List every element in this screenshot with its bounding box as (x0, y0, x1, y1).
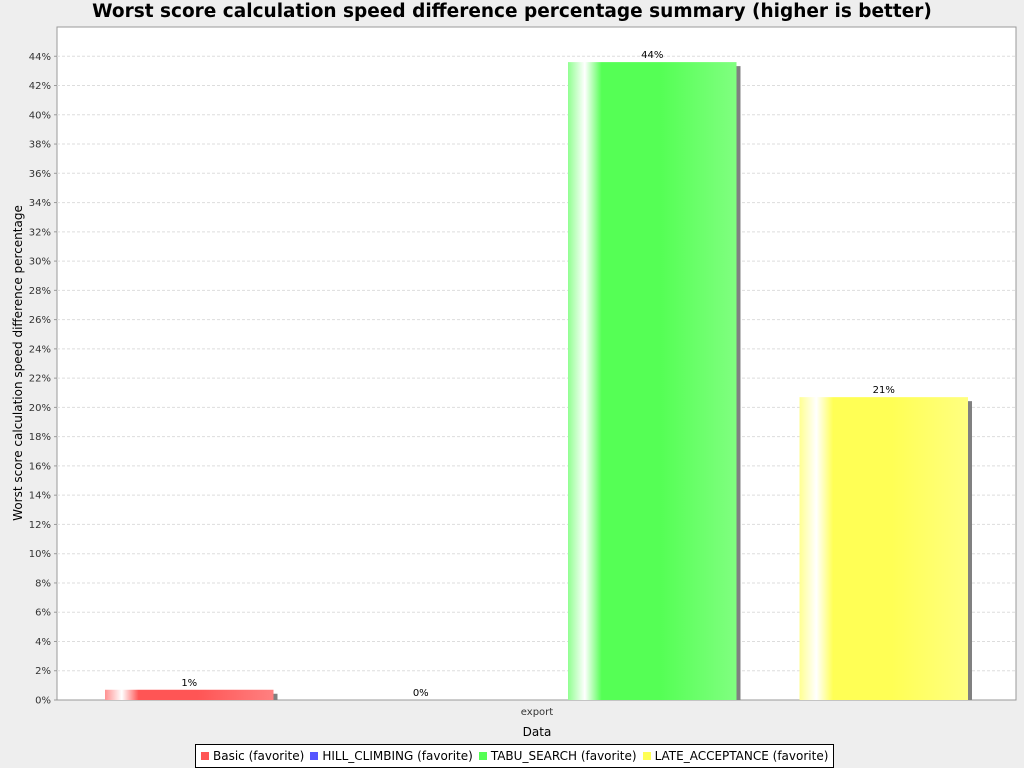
y-tick-label: 38% (29, 140, 51, 151)
bar-value-label: 1% (181, 678, 197, 689)
y-tick-label: 20% (29, 403, 51, 414)
legend-swatch (642, 752, 651, 760)
y-tick-label: 18% (29, 432, 51, 443)
legend-swatch (478, 752, 487, 760)
legend-label: Basic (favorite) (213, 749, 305, 763)
y-tick-label: 32% (29, 227, 51, 238)
y-tick-label: 24% (29, 344, 51, 355)
legend-item: TABU_SEARCH (favorite) (478, 749, 637, 763)
y-tick-label: 8% (35, 578, 51, 589)
y-tick-label: 42% (29, 81, 51, 92)
y-tick-label: 26% (29, 315, 51, 326)
legend-label: LATE_ACCEPTANCE (favorite) (654, 749, 829, 763)
y-tick-label: 0% (35, 696, 51, 707)
y-tick-label: 34% (29, 198, 51, 209)
y-tick-label: 36% (29, 169, 51, 180)
bar-value-label: 0% (413, 688, 429, 699)
y-axis-title: Worst score calculation speed difference… (11, 205, 25, 521)
y-tick-label: 14% (29, 491, 51, 502)
bar-value-label: 21% (873, 385, 895, 396)
legend-swatch (201, 752, 209, 760)
x-tick-label: export (521, 707, 553, 718)
y-tick-label: 4% (35, 637, 51, 648)
legend-item: HILL_CLIMBING (favorite) (310, 749, 473, 763)
legend-swatch (310, 752, 319, 760)
bar (568, 62, 737, 701)
y-tick-label: 10% (29, 549, 51, 560)
y-tick-label: 2% (35, 666, 51, 677)
legend-label: TABU_SEARCH (favorite) (490, 749, 637, 763)
y-tick-label: 16% (29, 461, 51, 472)
y-tick-label: 40% (29, 110, 51, 121)
bar (105, 689, 274, 700)
legend-item: Basic (favorite) (201, 749, 304, 763)
y-tick-label: 44% (29, 52, 51, 63)
bar-value-label: 44% (641, 50, 663, 61)
y-tick-label: 12% (29, 520, 51, 531)
y-tick-label: 30% (29, 257, 51, 268)
bar (799, 397, 968, 700)
x-axis-title: Data (523, 725, 552, 739)
y-tick-label: 28% (29, 286, 51, 297)
legend-item: LATE_ACCEPTANCE (favorite) (642, 749, 829, 763)
legend-label: HILL_CLIMBING (favorite) (322, 749, 473, 763)
y-tick-label: 22% (29, 374, 51, 385)
chart-title: Worst score calculation speed difference… (92, 1, 932, 22)
legend: Basic (favorite) HILL_CLIMBING (favorite)… (195, 744, 835, 768)
y-tick-label: 6% (35, 608, 51, 619)
